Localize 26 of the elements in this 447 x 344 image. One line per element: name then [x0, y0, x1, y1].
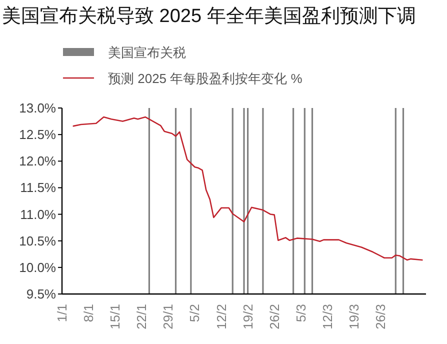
y-tick-label: 10.5% — [19, 233, 56, 248]
chart-title: 美国宣布关税导致 2025 年全年美国盈利预测下调 — [2, 5, 416, 27]
x-tick-label: 1/1 — [54, 304, 70, 322]
y-tick-label: 11.0% — [20, 206, 56, 222]
x-tick-label: 12/3 — [320, 304, 335, 330]
y-tick-label: 12.5% — [19, 127, 56, 142]
y-tick-label: 13.0% — [19, 100, 56, 116]
x-tick-label: 22/1 — [134, 304, 150, 330]
x-tick-label: 15/1 — [108, 304, 123, 330]
y-tick-label: 12.0% — [19, 154, 56, 169]
y-tick-label: 11.5% — [20, 180, 56, 196]
x-tick-label: 5/2 — [187, 304, 202, 322]
x-tick-label: 8/1 — [81, 304, 96, 322]
legend-item: 预测 2025 年每股盈利按年变化 % — [63, 71, 302, 86]
x-tick-label: 26/2 — [266, 304, 282, 330]
y-tick-label: 9.5% — [26, 286, 56, 302]
x-tick-label: 29/1 — [160, 304, 176, 330]
legend-label: 美国宣布关税 — [108, 45, 186, 60]
x-tick-label: 19/2 — [240, 304, 256, 330]
legend-label: 预测 2025 年每股盈利按年变化 % — [108, 71, 303, 86]
y-tick-label: 10.0% — [19, 260, 56, 275]
x-tick-label: 12/2 — [214, 304, 229, 330]
x-tick-label: 26/3 — [373, 304, 388, 330]
legend-item: 美国宣布关税 — [63, 45, 186, 60]
x-tick-label: 5/3 — [293, 304, 308, 322]
x-tick-label: 19/3 — [346, 304, 362, 330]
